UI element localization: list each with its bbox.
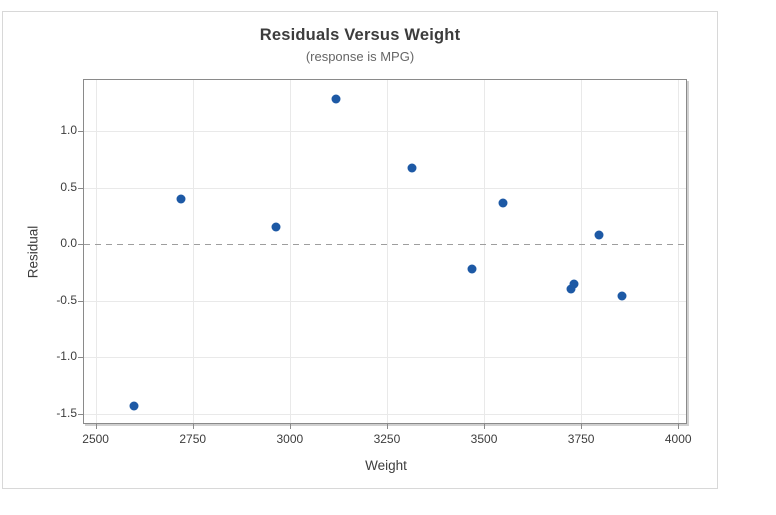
chart-title: Residuals Versus Weight [259, 26, 461, 44]
y-tick-label: 0.0 [60, 236, 77, 251]
y-tick-mark [78, 187, 83, 189]
y-tick-mark [78, 244, 83, 246]
gridline-horizontal [84, 300, 686, 302]
x-tick-label: 3000 [276, 432, 304, 446]
gridline-horizontal [84, 187, 686, 189]
x-tick-label: 4000 [664, 432, 692, 446]
plot-area [83, 79, 687, 424]
y-tick-label: -1.5 [56, 405, 77, 420]
x-tick-label: 2750 [179, 432, 207, 446]
gridline-vertical [484, 80, 486, 423]
gridline-vertical [192, 80, 194, 423]
data-point [498, 198, 508, 208]
x-tick-label: 2500 [82, 432, 109, 446]
y-axis-label: Residual [25, 225, 41, 279]
chart-subtitle: (response is MPG) [305, 49, 415, 64]
x-tick-mark [581, 424, 583, 429]
gridline-vertical [581, 80, 583, 423]
gridline-horizontal [84, 357, 686, 359]
y-tick-label: 1.0 [60, 122, 77, 137]
chart-card: Residuals Versus Weight (response is MPG… [2, 11, 718, 489]
y-tick-label: -1.0 [56, 349, 77, 364]
x-tick-mark [386, 424, 388, 429]
gridline-vertical [386, 80, 388, 423]
data-point [407, 163, 417, 173]
data-point [271, 222, 281, 232]
x-tick-label: 3250 [373, 432, 401, 446]
x-tick-label: 3750 [567, 432, 595, 446]
gridline-horizontal [84, 413, 686, 415]
gridline-vertical [289, 80, 291, 423]
data-point [467, 264, 477, 274]
y-tick-mark [78, 357, 83, 359]
x-tick-mark [678, 424, 680, 429]
y-tick-mark [78, 130, 83, 132]
x-tick-mark [484, 424, 486, 429]
data-point [569, 279, 579, 289]
zero-reference-line [84, 244, 686, 246]
y-tick-mark [78, 300, 83, 302]
y-tick-label: -0.5 [56, 292, 77, 307]
data-point [129, 401, 139, 411]
y-tick-label: 0.5 [60, 179, 77, 194]
data-point [331, 94, 341, 104]
gridline-vertical [678, 80, 680, 423]
x-tick-mark [95, 424, 97, 429]
data-point [176, 194, 186, 204]
gridline-horizontal [84, 130, 686, 132]
data-point [566, 284, 576, 294]
x-tick-label: 3500 [470, 432, 498, 446]
data-point [594, 230, 604, 240]
x-axis-label: Weight [365, 458, 407, 473]
x-tick-mark [192, 424, 194, 429]
data-point [617, 291, 627, 301]
y-tick-mark [78, 413, 83, 415]
x-tick-mark [289, 424, 291, 429]
gridline-vertical [95, 80, 97, 423]
